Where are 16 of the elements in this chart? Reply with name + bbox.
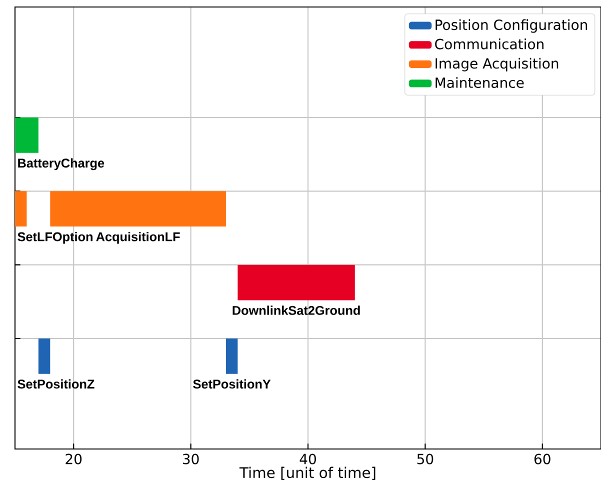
data-label: BatteryCharge — [18, 158, 104, 170]
legend-label: Position Configuration — [436, 19, 588, 33]
legend-label: Image Acquisition — [436, 58, 558, 72]
x-axis-title: Time [unit of time] — [239, 466, 376, 480]
data-label: AcquisitionLF — [96, 232, 180, 244]
data-label: SetPositionY — [193, 379, 271, 389]
x-tick-label: 20 — [66, 454, 82, 464]
x-tick-label: 50 — [417, 454, 434, 464]
data-label: SetPositionZ — [18, 379, 94, 389]
legend-label: Maintenance — [436, 77, 524, 88]
data-label: SetLFOption — [18, 232, 92, 244]
x-tick-label: 40 — [300, 454, 316, 464]
data-label: DownlinkSat2Ground — [232, 306, 360, 315]
legend-label: Communication — [435, 38, 544, 50]
x-tick-label: 60 — [534, 454, 550, 464]
x-tick-label: 30 — [182, 454, 199, 464]
